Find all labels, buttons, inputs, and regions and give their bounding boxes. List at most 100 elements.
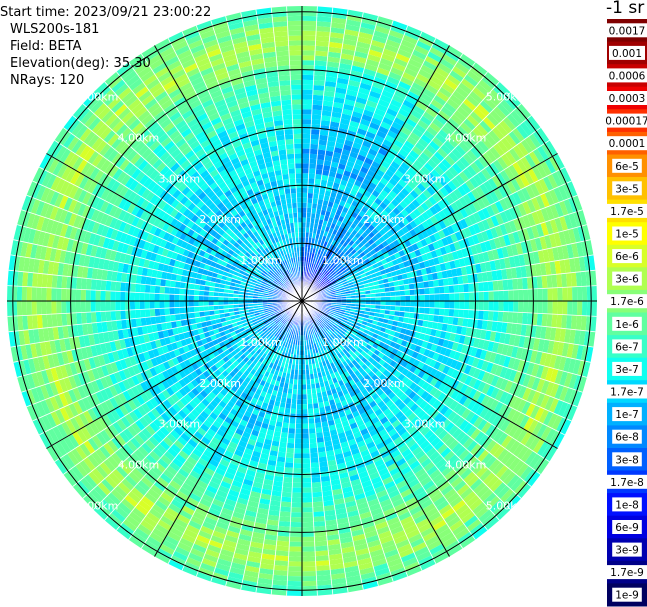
range-gate-cell [426,185,436,196]
range-gate-cell [396,85,410,96]
range-gate-cell [522,387,532,401]
range-gate-cell [350,146,361,155]
range-gate-cell [499,211,509,224]
range-gate-cell [496,432,509,446]
range-gate-cell [496,342,504,355]
range-gate-cell [326,140,336,148]
range-gate-cell [418,36,434,47]
range-gate-cell [417,361,425,370]
range-gate-cell [522,201,532,215]
range-gate-cell [508,207,518,220]
range-gate-cell [345,321,352,326]
range-gate-cell [356,154,366,162]
range-gate-cell [444,331,452,341]
range-gate-cell [294,448,302,454]
range-gate-cell [282,481,293,488]
range-gate-cell [457,317,464,327]
range-gate-cell [438,286,445,294]
range-gate-cell [347,260,354,267]
range-gate-cell [398,249,406,257]
range-gate-cell [446,215,456,226]
range-gate-cell [361,264,368,270]
range-gate-cell [324,289,330,293]
range-gate-cell [541,143,554,159]
range-gate-cell [430,168,441,180]
range-gate-cell [302,541,315,547]
range-gate-cell [345,19,362,27]
range-gate-cell [395,301,401,307]
range-gate-cell [276,540,290,547]
range-gate-cell [310,134,320,140]
range-gate-cell [358,87,371,96]
range-gate-cell [572,359,581,375]
range-gate-cell [296,394,302,400]
range-gate-cell [332,7,349,15]
range-gate-cell [364,157,374,166]
range-gate-cell [477,338,485,350]
range-gate-cell [434,66,450,79]
range-gate-cell [560,167,572,183]
range-gate-cell [312,104,323,111]
range-gate-cell [441,270,448,279]
range-gate-cell [317,249,322,256]
range-gate-cell [351,320,358,325]
range-gate-cell [513,218,522,232]
range-gate-cell [526,389,537,403]
range-gate-cell [512,191,523,205]
range-gate-cell [330,307,336,310]
range-gate-cell [311,109,322,116]
range-gate-cell [480,394,491,407]
range-gate-cell [447,45,463,58]
range-gate-cell [397,321,403,328]
range-gate-cell [417,169,428,180]
range-gate-cell [292,477,302,483]
range-gate-cell [385,39,401,49]
range-gate-cell [456,106,470,119]
range-gate-cell [382,278,389,284]
range-gate-cell [357,187,366,195]
range-gate-cell [518,335,526,348]
range-gate-cell [442,207,451,218]
range-gate-cell [510,410,521,424]
range-gate-cell [309,442,318,449]
range-gate-cell [472,62,488,76]
range-gate-cell [358,149,368,158]
range-gate-cell [414,123,427,134]
range-gate-cell [420,179,430,190]
range-gate-cell [563,357,572,373]
range-gate-cell [375,296,381,301]
range-gate-cell [373,30,389,40]
range-gate-cell [582,224,591,241]
range-gate-cell [558,185,569,201]
range-gate-cell [363,68,377,77]
range-gate-cell [566,272,572,288]
range-gate-cell [336,255,342,261]
range-gate-cell [335,193,343,200]
range-gate-cell [390,143,402,153]
range-gate-cell [417,319,424,327]
range-gate-cell [383,282,390,288]
range-gate-cell [434,286,440,295]
range-gate-cell [471,401,481,414]
range-gate-cell [369,165,379,174]
range-gate-cell [366,152,376,161]
range-gate-cell [420,355,428,364]
range-gate-cell [549,219,559,234]
range-gate-cell [329,310,335,314]
range-gate-cell [442,384,451,395]
range-gate-cell [439,346,447,356]
range-gate-cell [416,155,427,166]
range-gate-cell [459,122,473,135]
range-gate-cell [425,218,434,228]
range-gate-cell [535,325,542,339]
range-gate-cell [336,132,347,140]
range-gate-cell [499,120,513,134]
range-gate-cell [302,448,310,454]
range-gate-cell [322,276,328,282]
range-gate-cell [417,378,426,388]
range-gate-cell [420,202,430,212]
range-gate-cell [320,209,327,216]
range-gate-cell [386,107,398,117]
range-gate-cell [435,132,447,144]
range-gate-cell [542,248,550,263]
